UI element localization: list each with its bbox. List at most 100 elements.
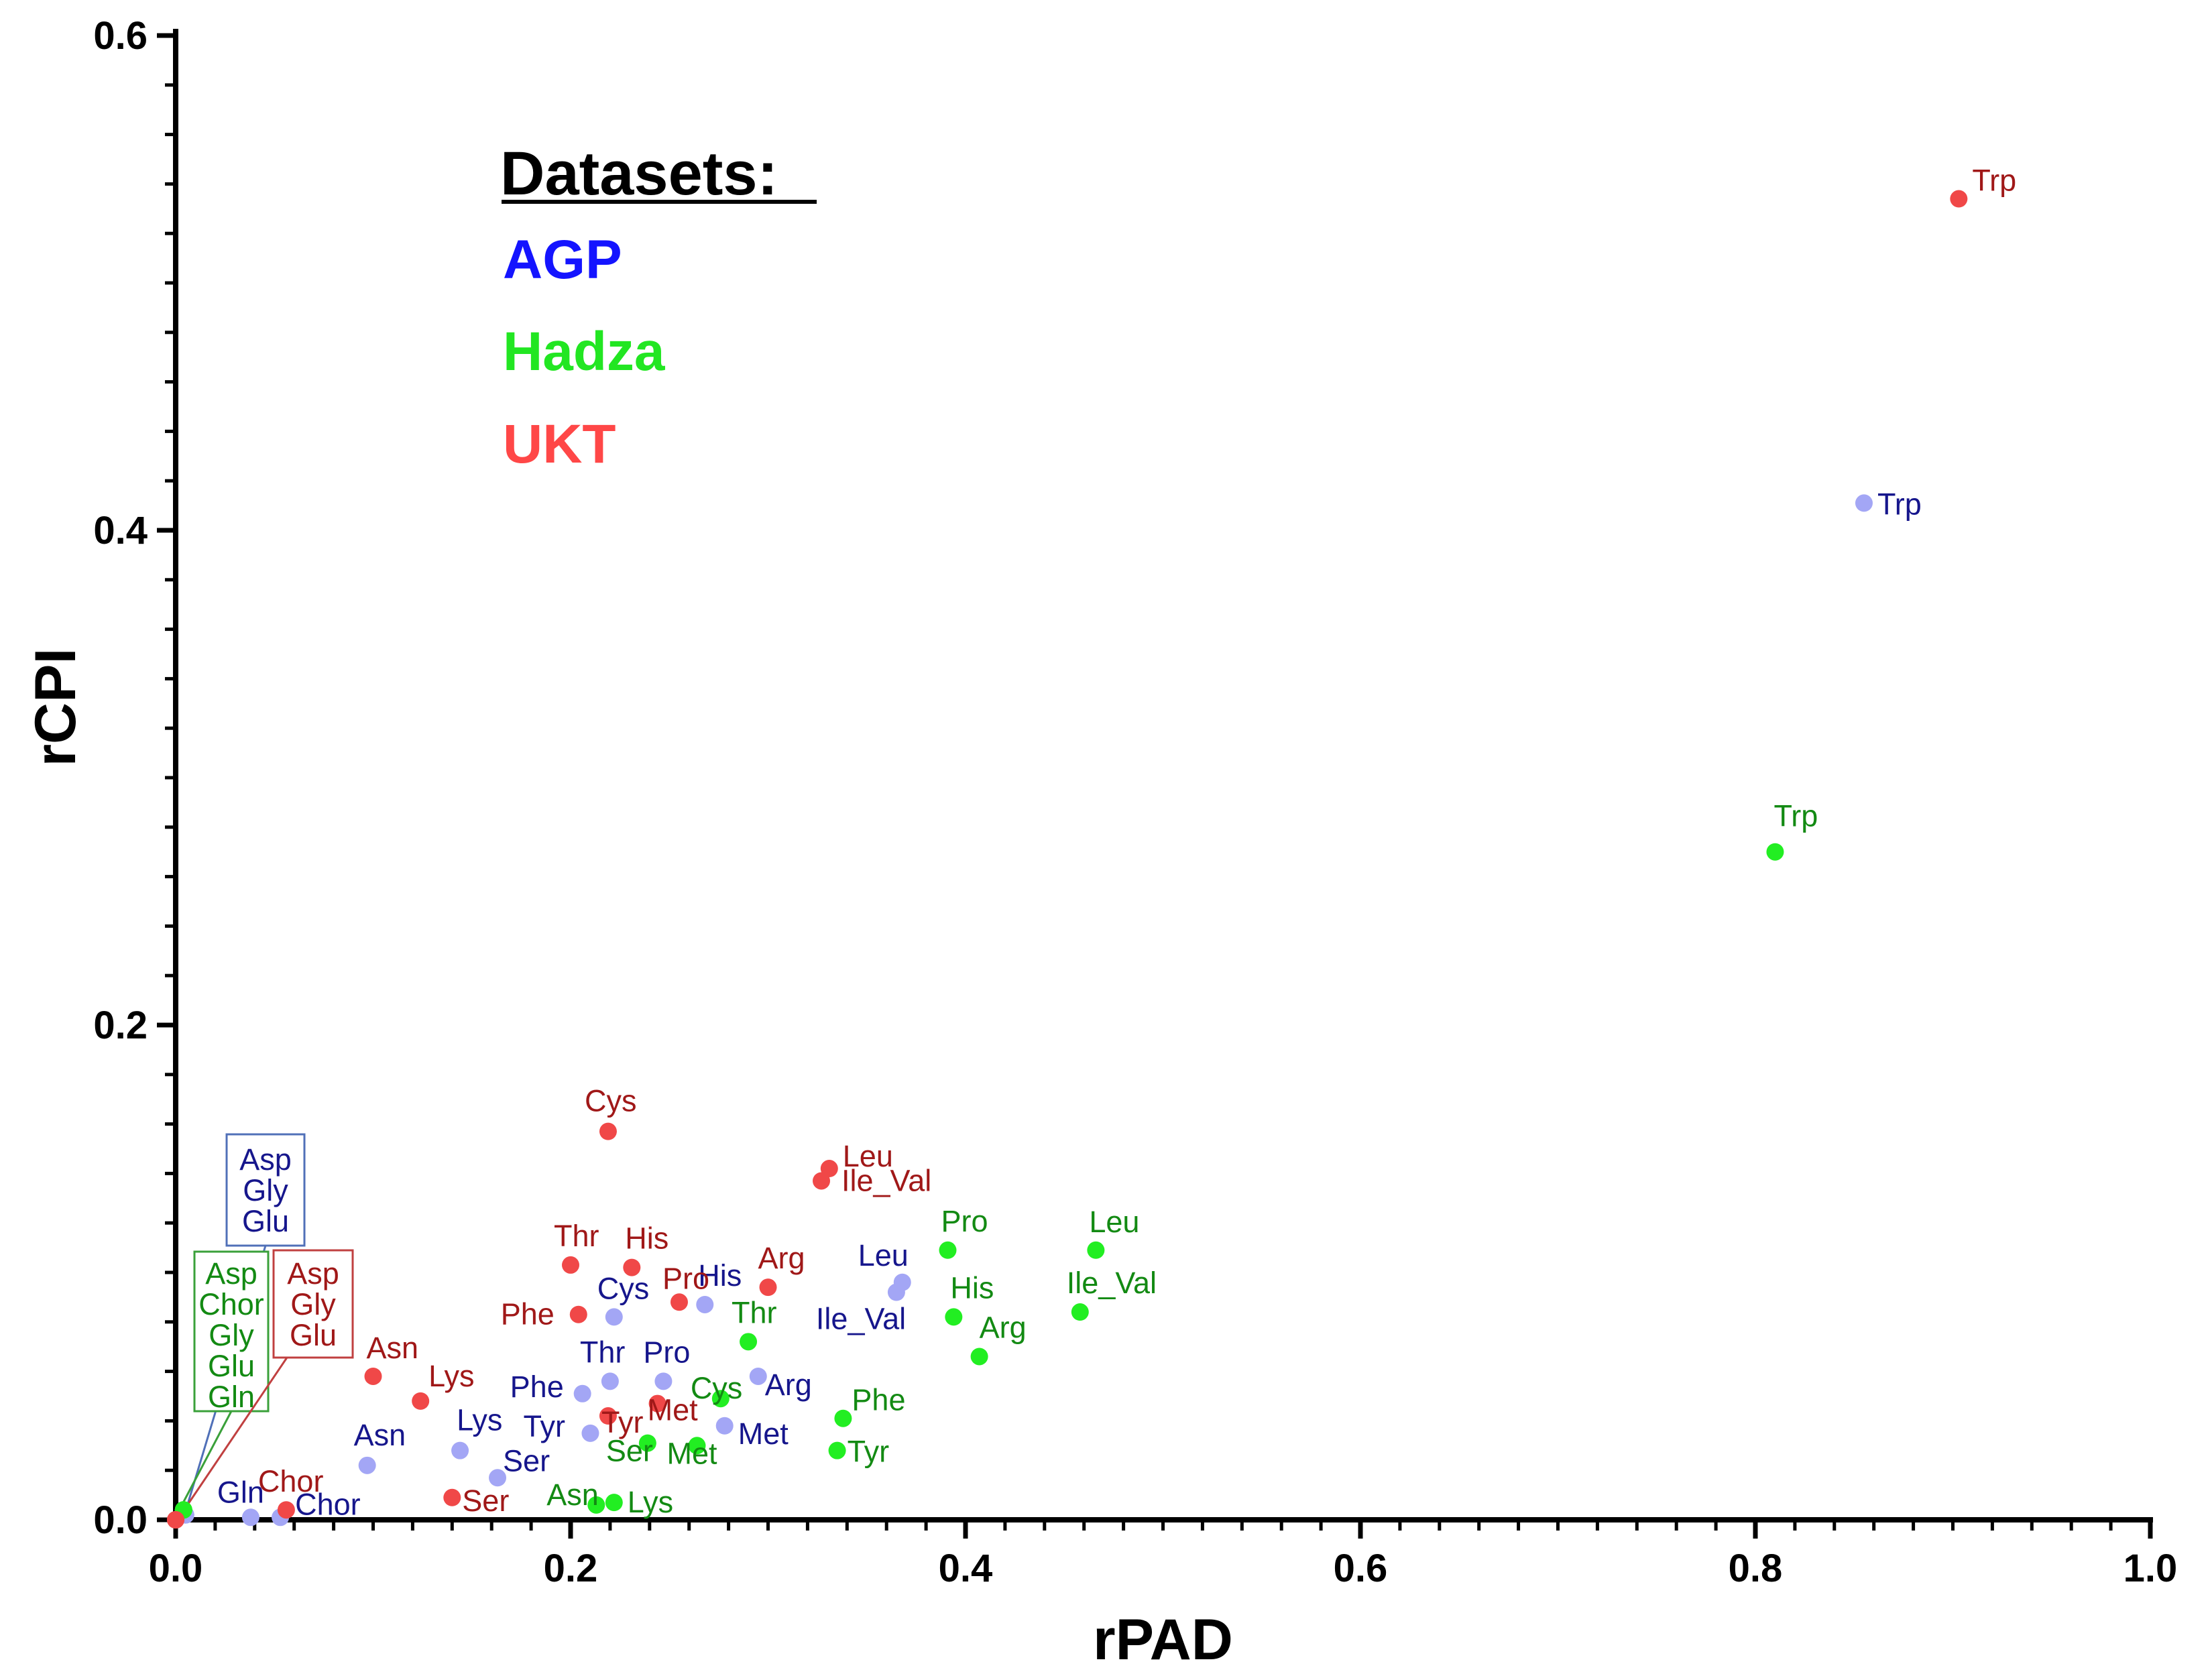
label-agp-tyr: Tyr bbox=[523, 1409, 565, 1443]
point-ukt-met bbox=[648, 1394, 666, 1413]
point-agp-ser bbox=[489, 1469, 507, 1487]
point-hadza-met bbox=[688, 1437, 706, 1455]
x-tick-label: 0.2 bbox=[544, 1547, 598, 1590]
label-agp-asn: Asn bbox=[354, 1418, 406, 1452]
label-ukt-ser: Ser bbox=[462, 1484, 509, 1518]
y-tick-label: 0.4 bbox=[93, 509, 148, 552]
annotation-box-frame bbox=[225, 1133, 306, 1247]
point-ukt-asn bbox=[364, 1367, 382, 1385]
label-hadza-pro: Pro bbox=[941, 1204, 988, 1238]
label-agp-ser: Ser bbox=[503, 1443, 550, 1478]
annotation-label-glu: Glu bbox=[208, 1349, 255, 1383]
x-tick-label: 1.0 bbox=[2123, 1547, 2178, 1590]
label-agp-chor: Chor bbox=[295, 1487, 361, 1521]
label-agp-leu: Leu bbox=[858, 1238, 909, 1272]
annotation-label-gly: Gly bbox=[209, 1318, 254, 1352]
point-hadza-thr bbox=[740, 1333, 758, 1351]
label-ukt-his: His bbox=[625, 1221, 668, 1256]
point-ukt-his bbox=[623, 1258, 641, 1276]
label-ukt-leu: Leu bbox=[843, 1139, 893, 1173]
point-hadza-his bbox=[945, 1308, 963, 1326]
label-ukt-asn: Asn bbox=[367, 1331, 419, 1365]
annotation-label-gly: Gly bbox=[243, 1173, 288, 1207]
annotation-label-asp: Asp bbox=[287, 1256, 339, 1291]
point-agp-cys bbox=[605, 1308, 623, 1326]
label-ukt-phe: Phe bbox=[501, 1297, 555, 1331]
point-hadza-arg bbox=[970, 1348, 988, 1366]
point-agp-thr bbox=[601, 1372, 619, 1390]
label-agp-arg: Arg bbox=[765, 1368, 812, 1402]
annotation-leader-line bbox=[177, 1357, 288, 1519]
point-ukt-phe bbox=[569, 1305, 587, 1323]
label-agp-ile_val: Ile_Val bbox=[816, 1302, 906, 1336]
axes: 0.0 0.2 0.4 0.6 0.8 1.0 0.0 0.2 0.4 0.6 rPAD rCPI bbox=[23, 14, 2178, 1672]
point-hadza-ser bbox=[638, 1434, 656, 1452]
annotation-label-asp: Asp bbox=[205, 1256, 257, 1291]
point-agp-met bbox=[715, 1417, 734, 1435]
label-hadza-met: Met bbox=[666, 1436, 717, 1470]
point-ukt-lys bbox=[412, 1392, 430, 1410]
legend: Datasets: AGP Hadza UKT bbox=[500, 139, 817, 475]
label-ukt-met: Met bbox=[648, 1393, 699, 1427]
point-ukt-cys bbox=[599, 1122, 617, 1140]
annotation-label-gly: Gly bbox=[290, 1287, 336, 1321]
label-ukt-pro: Pro bbox=[662, 1261, 709, 1295]
label-ukt-arg: Arg bbox=[758, 1241, 805, 1275]
annotation-label-gln: Gln bbox=[208, 1380, 255, 1414]
annotation-label-glu: Glu bbox=[242, 1204, 289, 1238]
legend-entry-agp: AGP bbox=[503, 229, 622, 290]
legend-title: Datasets: bbox=[500, 139, 778, 208]
label-agp-cys: Cys bbox=[597, 1271, 650, 1305]
y-tick-label: 0.0 bbox=[93, 1498, 148, 1542]
point-ukt-leu bbox=[820, 1160, 838, 1178]
label-hadza-asn: Asn bbox=[546, 1478, 599, 1512]
x-tick-label: 0.6 bbox=[1334, 1547, 1388, 1590]
point-agp-phe bbox=[573, 1384, 591, 1402]
point-ukt-ser bbox=[443, 1488, 461, 1506]
y-tick-label: 0.6 bbox=[93, 14, 148, 58]
label-agp-met: Met bbox=[738, 1417, 789, 1451]
label-hadza-arg: Arg bbox=[980, 1310, 1027, 1344]
x-tick-label: 0.0 bbox=[149, 1547, 203, 1590]
annotation-leader-line bbox=[177, 1411, 233, 1512]
point-ukt-thr bbox=[562, 1256, 579, 1274]
annotation-box-frame bbox=[193, 1250, 270, 1413]
point-ukt-pro bbox=[670, 1293, 688, 1311]
point-ukt-trp bbox=[1950, 190, 1968, 208]
label-ukt-ile_val: Ile_Val bbox=[841, 1163, 931, 1197]
label-hadza-phe: Phe bbox=[852, 1383, 905, 1417]
data-points bbox=[167, 190, 1968, 1529]
point-hadza-tyr bbox=[828, 1441, 846, 1459]
point-hadza-asn bbox=[587, 1496, 605, 1514]
point-hadza-phe bbox=[834, 1409, 852, 1427]
point-agp-pro bbox=[654, 1372, 673, 1390]
point-hadza-pro bbox=[939, 1241, 957, 1259]
point-hadza-lys bbox=[605, 1494, 623, 1512]
point-hadza-leu bbox=[1087, 1241, 1105, 1259]
label-agp-his: His bbox=[698, 1258, 742, 1293]
annotation-box-frame bbox=[272, 1249, 354, 1359]
label-ukt-trp: Trp bbox=[1972, 164, 2016, 198]
point-agp-arg bbox=[749, 1367, 767, 1385]
y-tick-label: 0.2 bbox=[93, 1004, 148, 1047]
annotation-label-asp: Asp bbox=[239, 1142, 292, 1177]
label-ukt-tyr: Tyr bbox=[601, 1405, 644, 1439]
point-agp-asn bbox=[358, 1456, 376, 1474]
label-hadza-cys: Cys bbox=[691, 1371, 743, 1405]
label-hadza-lys: Lys bbox=[628, 1485, 673, 1519]
label-agp-lys: Lys bbox=[457, 1403, 502, 1437]
label-ukt-thr: Thr bbox=[554, 1219, 599, 1253]
label-hadza-trp: Trp bbox=[1773, 799, 1818, 833]
x-axis-title: rPAD bbox=[1093, 1608, 1233, 1671]
x-tick-label: 0.4 bbox=[939, 1547, 993, 1590]
label-ukt-cys: Cys bbox=[585, 1084, 637, 1118]
label-agp-trp: Trp bbox=[1877, 487, 1922, 521]
label-hadza-thr: Thr bbox=[732, 1295, 777, 1329]
point-agp-his bbox=[696, 1295, 714, 1313]
legend-entry-ukt: UKT bbox=[503, 414, 616, 475]
